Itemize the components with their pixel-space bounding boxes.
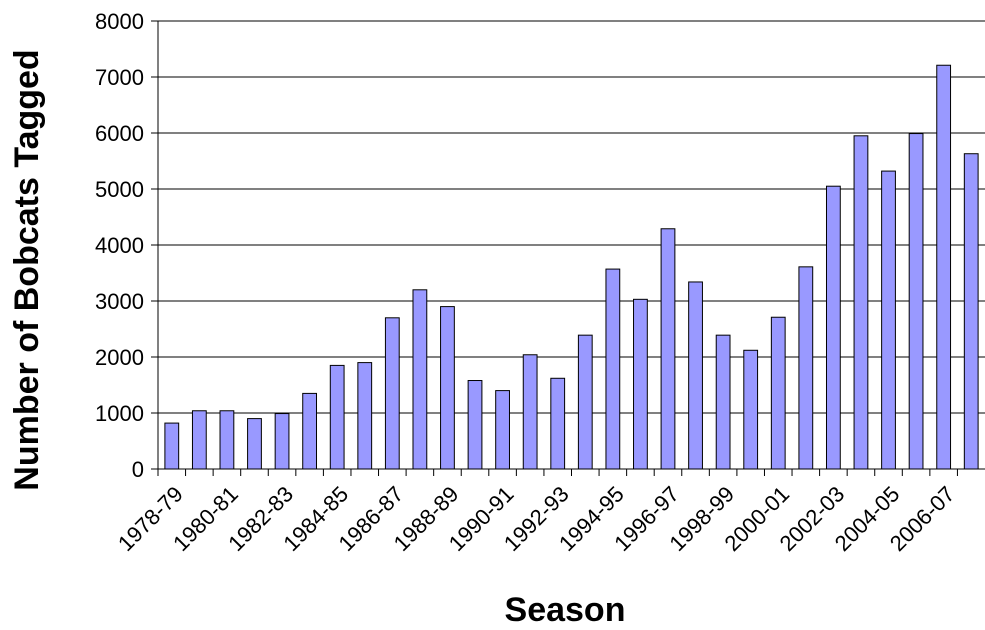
bar-1999-00 [743,349,759,470]
bar-1981-82 [247,418,262,470]
y-tick-label: 0 [132,457,144,482]
y-tick-label: 4000 [95,233,144,258]
bars [164,64,979,470]
bar-1998-99 [715,334,731,470]
bar-1988-89 [440,306,455,470]
bar-1996-97 [660,228,676,470]
y-tick-label: 8000 [95,9,144,34]
bar-1995-96 [633,298,648,470]
bar-1980-81 [219,410,235,470]
bar-2003-04 [853,135,869,470]
bar-1990-91 [495,390,510,470]
bar-1989-90 [467,380,483,470]
bar-1993-94 [577,334,593,470]
y-tick-label: 5000 [95,177,144,202]
bar-2002-03 [825,185,841,470]
bar-1991-92 [522,354,538,470]
bar-2001-02 [798,266,814,470]
x-tick-labels: 1978-791980-811982-831984-851986-871988-… [113,481,960,556]
bar-1997-98 [688,281,703,470]
bar-1986-87 [384,317,400,470]
y-tick-label: 1000 [95,401,144,426]
bar-2000-01 [770,316,786,470]
gridlines [158,20,985,470]
bar-1982-83 [274,413,290,470]
y-tick-label: 6000 [95,121,144,146]
bar-1979-80 [191,410,207,470]
x-axis-title: Season [505,591,626,629]
y-axis-title: Number of Bobcats Tagged [8,49,46,490]
bar-1987-88 [412,289,428,470]
bar-1983-84 [302,392,318,470]
bar-1984-85 [329,364,345,470]
bar-1978-79 [164,422,180,470]
axes [151,20,985,476]
bar-2004-05 [881,170,896,470]
y-tick-label: 3000 [95,289,144,314]
y-tick-label: 2000 [95,345,144,370]
bar-1992-93 [550,377,566,470]
bar-2006-07 [936,64,952,470]
y-tick-labels: 0 1000 2000 3000 4000 5000 6000 7000 8000 [95,9,144,482]
bar-2005-06 [908,133,924,470]
bar-1994-95 [605,268,621,470]
bar-1985-86 [357,362,373,470]
bar-2007-08 [963,153,979,470]
y-tick-label: 7000 [95,65,144,90]
